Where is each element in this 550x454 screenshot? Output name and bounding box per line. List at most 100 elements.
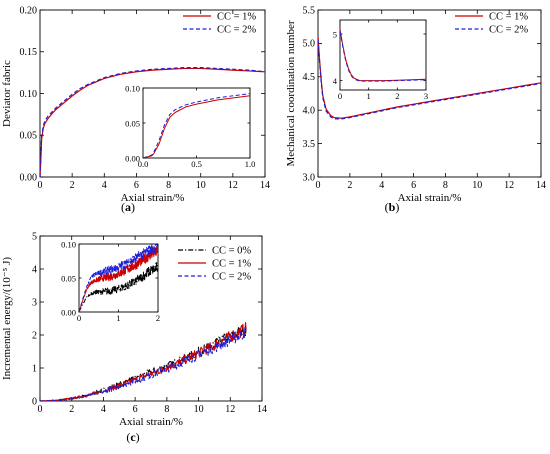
panel-label-b: (b) (385, 200, 400, 214)
inset-axis-a-ytick-label: 0.10 (125, 83, 140, 93)
axis-b-ytick-label: 3.5 (303, 139, 316, 150)
inset-axis-a-ytick-label: 0.05 (125, 118, 140, 128)
axis-a-xtick-label: 14 (260, 180, 270, 191)
axis-a-ytick-label: 0.15 (20, 47, 38, 58)
axis-c-ytick-label: 0 (32, 396, 37, 407)
panel-label-c: (c) (126, 430, 139, 444)
y-axis-label-c: Incremental energy/(10⁻⁵ J) (1, 257, 13, 380)
axis-c-xtick-label: 2 (69, 404, 74, 415)
axis-a-ytick-label: 0.20 (20, 5, 38, 16)
inset-axis-c-xtick-label: 2 (156, 313, 160, 323)
inset-axis-c-ytick-label: 0.05 (61, 273, 76, 283)
axis-b-xtick-label: 4 (379, 180, 384, 191)
legend-label: CC = 1% (212, 259, 251, 270)
axis-c-xtick-label: 12 (225, 404, 235, 415)
axis-b-xtick-label: 2 (347, 180, 352, 191)
inset-series-group-a (143, 93, 250, 158)
axis-b-xtick-label: 14 (536, 180, 546, 191)
panel-label-a: (a) (121, 200, 135, 214)
legend-label: CC = 2% (212, 272, 251, 283)
series-line-cc2 (40, 67, 265, 177)
inset-axis-b-ytick-label: 4 (333, 76, 338, 86)
inset-axis-b-xtick-label: 3 (424, 91, 428, 101)
axis-c-xtick-label: 6 (133, 404, 138, 415)
inset-axis-a-xtick-label: 0.5 (191, 159, 202, 169)
series-line-cc2 (340, 31, 426, 82)
axis-b-ytick-label: 3.0 (303, 172, 316, 183)
legend-label: CC = 2% (489, 25, 528, 36)
series-line-cc2 (40, 327, 247, 401)
legend-c: CC = 0% CC = 1% CC = 2% (178, 246, 251, 283)
axis-c-ytick-label: 4 (32, 264, 37, 275)
legend-label: CC = 2% (217, 25, 256, 36)
axis-c-xtick-label: 4 (101, 404, 106, 415)
axis-c-xtick-label: 0 (38, 404, 43, 415)
inset-a: 0.0 0.5 1.0 0.00 0.05 0.10 (125, 83, 255, 169)
axis-a-xtick-label: 10 (196, 180, 206, 191)
legend-label: CC = 1% (217, 12, 256, 23)
series-line-cc1 (79, 245, 158, 312)
inset-b: 0 1 2 3 4 5 (333, 19, 428, 101)
axis-c-xtick-label: 14 (257, 404, 267, 415)
inset-axis-b-xtick-label: 0 (338, 91, 342, 101)
legend-label: CC = 1% (489, 12, 528, 23)
axis-a-xtick-label: 4 (102, 180, 107, 191)
axis-c-ytick-label: 2 (32, 330, 37, 341)
axis-a-ytick-label: 0.00 (20, 172, 38, 183)
legend-a: CC = 1% CC = 2% (183, 12, 256, 36)
series-group-c (40, 321, 247, 401)
axis-a-xtick-label: 2 (70, 180, 75, 191)
axis-a-xtick-label: 12 (228, 180, 238, 191)
axis-c-ytick-label: 1 (32, 363, 37, 374)
axis-a-ytick-label: 0.05 (20, 131, 38, 142)
inset-axis-c-xtick-label: 1 (116, 313, 120, 323)
axis-a-ytick-label: 0.10 (20, 89, 38, 100)
x-axis-label-b: Axial strain/% (398, 192, 462, 204)
series-line-cc2 (318, 39, 541, 120)
inset-axis-a-frame (142, 87, 251, 159)
y-axis-label-b: Mechanical coordination number (285, 20, 297, 166)
axis-a-xtick-label: 0 (38, 180, 43, 191)
inset-axis-b-xtick-label: 1 (367, 91, 371, 101)
inset-series-group-b (340, 29, 426, 82)
legend-b: CC = 1% CC = 2% (455, 12, 528, 36)
axis-b-xtick-label: 6 (411, 180, 416, 191)
series-group-a (40, 67, 265, 177)
axis-c-xtick-label: 10 (194, 404, 204, 415)
axis-c-ytick-label: 5 (32, 231, 37, 242)
series-line-cc0 (79, 262, 158, 312)
axis-b-xtick-label: 0 (316, 180, 321, 191)
axis-a-xtick-label: 8 (166, 180, 171, 191)
x-axis-label-c: Axial strain/% (119, 416, 183, 428)
axis-b-ytick-label: 4.0 (303, 106, 316, 117)
series-line-cc2 (143, 93, 250, 158)
inset-axis-b-ytick-label: 5 (333, 29, 337, 39)
series-line-cc2 (79, 244, 158, 312)
legend-label: CC = 0% (212, 246, 251, 257)
inset-axis-b-xtick-label: 2 (395, 91, 399, 101)
axis-a-xtick-label: 6 (134, 180, 139, 191)
inset-axis-c-ytick-label: 0.10 (61, 239, 76, 249)
series-group-b (318, 36, 541, 120)
inset-axis-a-ytick-label: 0.00 (125, 153, 140, 163)
axis-b-ytick-label: 5.0 (303, 39, 316, 50)
x-axis-label-a: Axial strain/% (121, 192, 185, 204)
axis-b-ytick-label: 4.5 (303, 72, 316, 83)
chart-panel-a: 0 2 4 6 8 10 12 14 0.00 0.05 0.10 0.15 0.20 Axial str… (1, 5, 270, 214)
inset-axis-a-xtick-label: 1.0 (245, 159, 256, 169)
y-axis-label-a: Deviator fabric (1, 60, 13, 127)
inset-c: 0 1 2 0.00 0.05 0.10 (61, 239, 160, 323)
series-line-cc1 (40, 67, 265, 177)
inset-axis-c-ytick-label: 0.00 (61, 307, 76, 317)
axis-b-xtick-label: 8 (443, 180, 448, 191)
axis-b-xtick-label: 12 (504, 180, 514, 191)
inset-axis-c-xtick-label: 0 (77, 313, 81, 323)
inset-series-group-c (79, 244, 158, 312)
axis-c-ytick-label: 3 (32, 297, 37, 308)
axis-c-xtick-label: 8 (164, 404, 169, 415)
axis-b-xtick-label: 10 (472, 180, 482, 191)
series-line-cc1 (143, 95, 250, 158)
